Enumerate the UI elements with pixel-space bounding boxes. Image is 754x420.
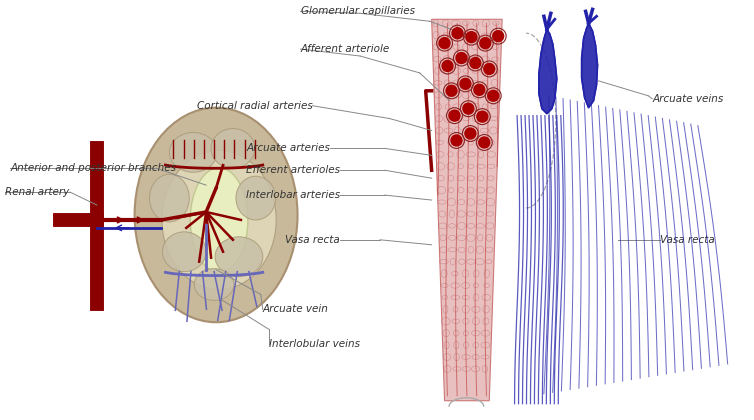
- Circle shape: [480, 38, 491, 49]
- Ellipse shape: [135, 108, 298, 322]
- Text: Renal artery: Renal artery: [5, 187, 69, 197]
- Text: Vasa recta: Vasa recta: [286, 235, 340, 245]
- Circle shape: [460, 79, 471, 89]
- Text: Interlobular veins: Interlobular veins: [268, 339, 360, 349]
- Ellipse shape: [195, 269, 234, 300]
- Circle shape: [466, 32, 477, 42]
- Ellipse shape: [149, 174, 189, 222]
- Circle shape: [449, 110, 460, 121]
- Text: Cortical radial arteries: Cortical radial arteries: [197, 101, 312, 111]
- Ellipse shape: [215, 237, 262, 276]
- Circle shape: [452, 28, 463, 39]
- Polygon shape: [431, 19, 502, 401]
- Text: Anterior and posterior branches: Anterior and posterior branches: [11, 163, 176, 173]
- Circle shape: [446, 85, 457, 96]
- Ellipse shape: [162, 150, 276, 289]
- Circle shape: [492, 31, 504, 42]
- Ellipse shape: [190, 168, 248, 272]
- Circle shape: [474, 84, 485, 95]
- Circle shape: [488, 90, 498, 101]
- Ellipse shape: [162, 232, 206, 272]
- Ellipse shape: [170, 133, 217, 172]
- Text: Efferent arterioles: Efferent arterioles: [247, 165, 340, 175]
- Circle shape: [470, 58, 481, 68]
- Text: Vasa recta: Vasa recta: [660, 235, 715, 245]
- Circle shape: [479, 137, 490, 148]
- Polygon shape: [539, 29, 556, 114]
- Circle shape: [465, 128, 476, 139]
- Polygon shape: [581, 23, 597, 108]
- Text: Arcuate vein: Arcuate vein: [262, 304, 329, 314]
- Text: Glomerular capillaries: Glomerular capillaries: [301, 6, 415, 16]
- Circle shape: [456, 52, 467, 63]
- Circle shape: [463, 103, 474, 114]
- Circle shape: [477, 111, 488, 122]
- Circle shape: [439, 38, 450, 49]
- Text: Arcuate arteries: Arcuate arteries: [247, 143, 330, 153]
- Circle shape: [442, 60, 453, 71]
- Ellipse shape: [236, 176, 276, 220]
- Text: Arcuate veins: Arcuate veins: [652, 94, 723, 104]
- Text: Interlobar arteries: Interlobar arteries: [246, 190, 340, 200]
- Text: Afferent arteriole: Afferent arteriole: [301, 44, 390, 54]
- Circle shape: [484, 63, 495, 74]
- Ellipse shape: [211, 129, 255, 168]
- Circle shape: [451, 135, 462, 146]
